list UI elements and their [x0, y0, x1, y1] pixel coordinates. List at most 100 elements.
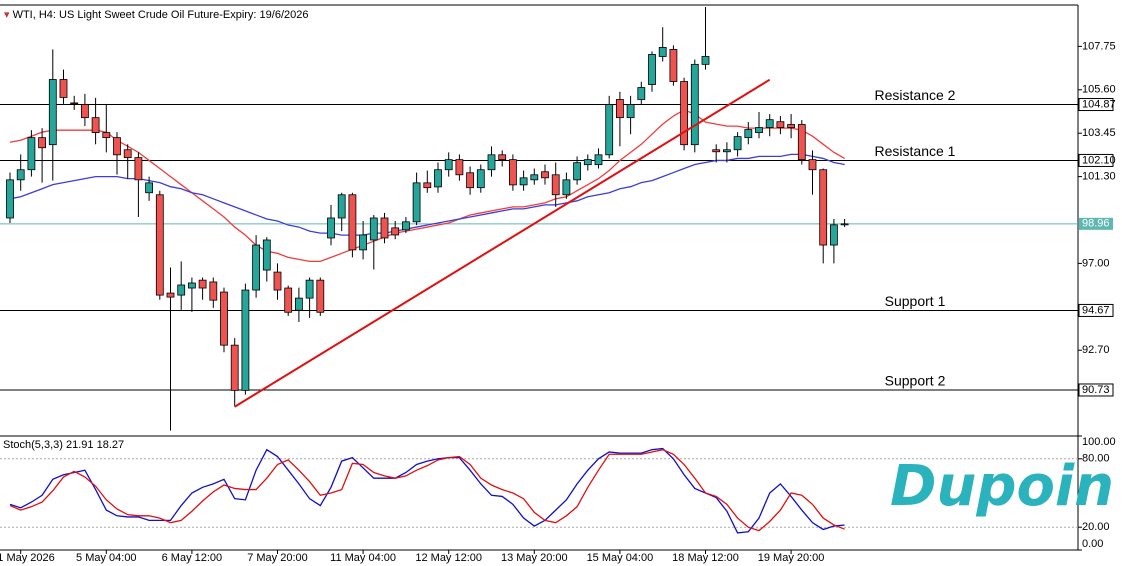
x-tick-label: 13 May 20:00 [501, 552, 568, 564]
x-tick-label: 18 May 12:00 [672, 552, 739, 564]
candle-body [583, 159, 592, 166]
candle-body [327, 217, 335, 239]
level-tag [1078, 98, 1114, 112]
candle-body [733, 136, 742, 151]
candle-body [401, 221, 410, 231]
candle-body [787, 124, 795, 128]
candle-body [765, 119, 774, 128]
candle-body [412, 182, 421, 223]
candle-body [316, 279, 325, 313]
x-tick-label: 19 May 20:00 [758, 552, 825, 564]
candle-body [359, 234, 368, 251]
level-tag-label: 94.67 [1082, 304, 1110, 316]
x-tick-label: 5 May 04:00 [76, 552, 137, 564]
candle-body [797, 124, 806, 161]
x-tick-label: 11 May 04:00 [330, 552, 396, 564]
trendline [234, 78, 771, 408]
candle-body [658, 46, 667, 57]
candle-body [145, 182, 154, 194]
d-last: 18.27 [97, 439, 125, 451]
title: WTI, H4: US Light Sweet Crude Oil Future… [13, 9, 309, 21]
candle-body [648, 54, 656, 85]
level-tag [1078, 153, 1114, 167]
level-tag [1078, 383, 1114, 397]
price-pane [0, 7, 1078, 431]
candle-body [38, 137, 46, 149]
candle-body [273, 271, 282, 291]
logo: Dupoin [890, 454, 1114, 519]
stochastic-pane [0, 447, 1078, 534]
y-tick-label: 0.00 [1082, 538, 1103, 550]
candle-body [594, 154, 603, 166]
level-name: Resistance 2 [875, 87, 956, 103]
candle-body [102, 132, 111, 139]
stochastic-line [9, 449, 845, 532]
x-tick-label: 1 May 2026 [0, 552, 55, 564]
candle-body [91, 117, 100, 133]
candle-body [434, 169, 442, 188]
candle-body [59, 79, 68, 98]
candle-body [669, 49, 678, 82]
symbol-icon: ▾ [4, 9, 13, 21]
candle-body [755, 127, 763, 133]
candle-body [123, 149, 132, 159]
candle-body [27, 137, 36, 171]
candle-body [423, 182, 432, 189]
candle-body [498, 154, 507, 161]
candle-body [701, 56, 710, 65]
candle-body [230, 344, 239, 391]
candle-body [562, 179, 571, 196]
candle-body [573, 162, 581, 181]
candle-body [113, 137, 121, 156]
candle-body [680, 81, 688, 146]
candle-body [519, 177, 528, 186]
indicator-label: Stoch(5,3,3) 21.91 18.27 [3, 439, 124, 451]
candle-body [455, 159, 464, 176]
candle-body [337, 194, 346, 219]
y-tick-label: 97.00 [1082, 257, 1110, 269]
k-last: 21.91 [66, 439, 94, 451]
candle-body [551, 174, 560, 196]
candle-body [187, 282, 196, 289]
candle-body [466, 172, 475, 189]
level-name: Support 2 [885, 373, 946, 389]
level-tag-label: 104.87 [1082, 98, 1116, 110]
candle-body [776, 121, 785, 128]
candle-body [690, 63, 699, 146]
candle-body [626, 104, 635, 119]
candle-body [177, 284, 186, 296]
chart-title: ▾ WTI, H4: US Light Sweet Crude Oil Futu… [4, 9, 308, 21]
y-tick-label: 103.45 [1082, 127, 1116, 139]
last-price-tag [1079, 217, 1113, 230]
moving-average [9, 109, 845, 263]
candle-body [819, 169, 828, 246]
candle-body [166, 292, 175, 298]
y-tick-label: 107.75 [1082, 40, 1116, 52]
x-tick-label: 6 May 12:00 [162, 552, 223, 564]
candle-body [508, 159, 517, 186]
candle-body [744, 129, 753, 139]
candle-body [380, 217, 389, 239]
y-tick-label: 105.60 [1082, 84, 1116, 96]
candle-body [294, 297, 303, 311]
candle-body [637, 87, 646, 100]
y-tick-label: 92.70 [1082, 344, 1110, 356]
x-tick-label: 15 May 04:00 [587, 552, 654, 564]
candle-body [284, 287, 293, 313]
candle-body [70, 102, 79, 105]
level-tag-label: 90.73 [1082, 384, 1110, 396]
candle-body [241, 289, 250, 391]
candle-body [48, 79, 57, 146]
level-name: Support 1 [885, 293, 946, 309]
candle-body [476, 169, 485, 189]
candle-body [369, 217, 378, 241]
x-tick-label: 7 May 20:00 [247, 552, 308, 564]
indicator-title: Stoch(5,3,3) [3, 439, 63, 451]
candle-body [840, 223, 849, 226]
candle-body [530, 174, 539, 181]
candle-body [808, 159, 817, 171]
candle-body [198, 279, 207, 289]
candle-body [723, 149, 731, 153]
candle-body [605, 104, 614, 156]
